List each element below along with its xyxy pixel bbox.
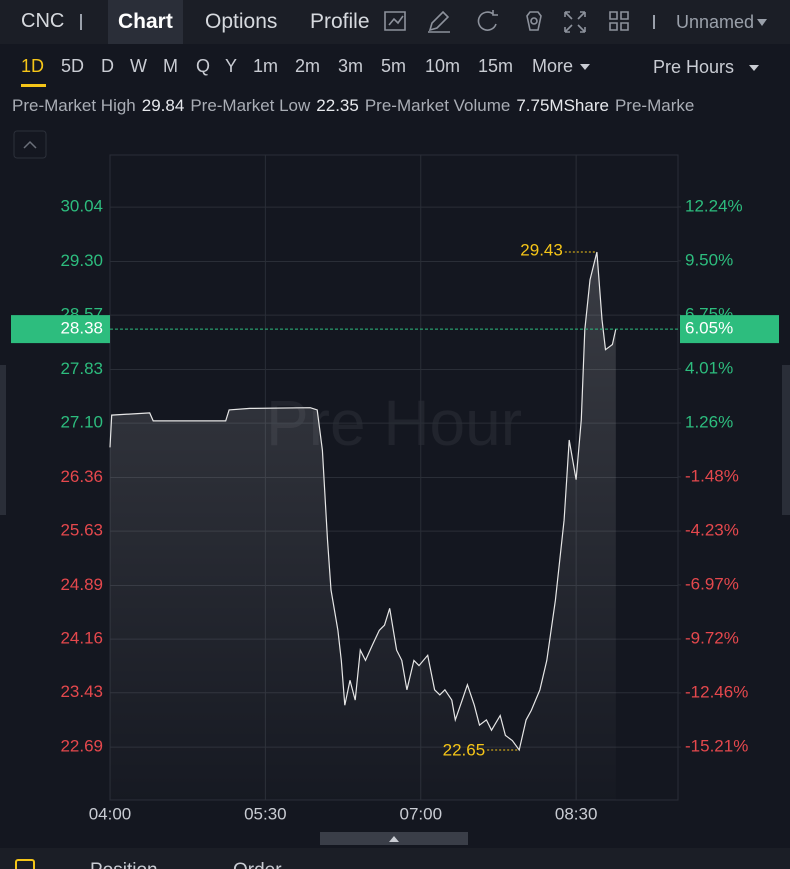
y-tick-label: 24.89 — [60, 575, 103, 594]
interval[interactable]: 5m — [381, 56, 407, 76]
bottom-panel — [0, 848, 790, 869]
stat-label: Pre-Marke — [614, 96, 695, 115]
interval[interactable]: 3m — [338, 56, 364, 76]
y-tick-label: 22.69 — [60, 737, 103, 756]
interval[interactable]: Y — [225, 56, 238, 76]
y-tick-label: 27.10 — [60, 413, 103, 432]
interval[interactable]: 10m — [425, 56, 461, 76]
y-tick-label: 27.83 — [60, 359, 103, 378]
interval[interactable]: 2m — [295, 56, 321, 76]
icon-draw — [428, 10, 450, 33]
y-tick-label: 25.63 — [60, 521, 103, 540]
interval[interactable]: W — [130, 56, 147, 76]
y2-tick-label: 1.26% — [685, 412, 733, 431]
y-tick-label: 29.30 — [60, 251, 103, 270]
layout-name[interactable]: Unnamed — [676, 12, 755, 32]
y2-tick-label: -6.97% — [685, 574, 739, 593]
layout-caret — [757, 19, 767, 26]
right-handle[interactable] — [782, 365, 790, 515]
current-price: 28.38 — [60, 319, 103, 338]
icon-refresh — [477, 10, 498, 31]
stat-value: 22.35 — [316, 96, 359, 115]
more-caret — [580, 64, 590, 70]
y-tick-label: 30.04 — [60, 197, 103, 216]
stat-label: Pre-Market Volume — [364, 96, 511, 115]
x-tick-label: 04:00 — [89, 804, 132, 823]
y2-tick-label: -12.46% — [685, 682, 748, 701]
interval[interactable]: More — [532, 56, 574, 76]
collapse-icon — [23, 140, 37, 149]
y2-tick-label: -1.48% — [685, 466, 739, 485]
stat-label: Pre-Market Low — [190, 96, 311, 115]
icon-fullscreen — [564, 11, 586, 33]
interval[interactable]: 15m — [478, 56, 514, 76]
interval-bar: 1D 5D D W M Q Y 1m 2m 3m 5m 10m 15m More Pre Hours — [0, 44, 790, 90]
current-change-box — [680, 315, 779, 344]
stats-row: Pre-Market High 29.84 Pre-Market Low 22.35 P… — [0, 90, 790, 124]
icon-layout — [609, 11, 629, 31]
x-tick-label: 05:30 — [244, 804, 287, 823]
y2-tick-label: 9.50% — [685, 250, 733, 269]
current-change: 6.05% — [685, 319, 733, 338]
icon-settings — [526, 11, 542, 31]
y2-tick-label: -4.23% — [685, 521, 739, 540]
interval[interactable]: 1m — [253, 56, 279, 76]
bottom-tab[interactable]: Position — [90, 860, 158, 869]
interval[interactable]: M — [163, 56, 178, 76]
area — [110, 252, 616, 800]
stat-value: 7.75MShare — [516, 96, 609, 115]
interval[interactable]: 5D — [61, 56, 85, 76]
y2-tick-label: 12.24% — [685, 196, 743, 215]
y-tick-label: 24.16 — [60, 629, 103, 648]
interval[interactable]: 1D — [21, 56, 45, 76]
marker-label: 22.65 — [443, 741, 486, 760]
y-tick-label: 26.36 — [60, 467, 103, 486]
collapse-button[interactable] — [13, 130, 47, 159]
interval[interactable]: Q — [196, 56, 211, 76]
handle-arrow — [389, 836, 399, 842]
session[interactable]: Pre Hours — [653, 57, 735, 77]
y-tick-label: 23.43 — [60, 682, 103, 701]
toolbar-icons — [384, 10, 629, 33]
y2-tick-label: -9.72% — [685, 629, 739, 648]
x-tick-label: 07:00 — [399, 804, 442, 823]
session-caret — [749, 65, 759, 71]
divider — [80, 14, 82, 30]
stat-value: 29.84 — [141, 96, 185, 115]
tab[interactable]: Chart — [108, 0, 183, 44]
interval-underline — [21, 84, 46, 87]
interval[interactable]: D — [101, 56, 114, 76]
marker-label: 29.43 — [520, 240, 563, 259]
y2-tick-label: 4.01% — [685, 358, 733, 377]
stat-label: Pre-Market High — [12, 96, 136, 115]
bottom-tab[interactable]: Order — [233, 860, 282, 869]
symbol: CNC — [21, 10, 65, 32]
y2-tick-label: -15.21% — [685, 737, 748, 756]
panel-icon — [15, 859, 35, 869]
divider — [653, 15, 655, 29]
left-handle[interactable] — [0, 365, 6, 515]
top-bar: CNC Chart Options Profile Unnamed — [0, 0, 790, 44]
price-line — [109, 251, 617, 752]
tab[interactable]: Profile — [310, 10, 370, 33]
tab[interactable]: Options — [205, 10, 278, 33]
current-price-box — [11, 315, 110, 344]
icon-indicator — [384, 11, 406, 31]
x-tick-label: 08:30 — [555, 804, 598, 823]
stats-line: Pre-Market High 29.84 Pre-Market Low 22.35 P… — [12, 96, 694, 116]
